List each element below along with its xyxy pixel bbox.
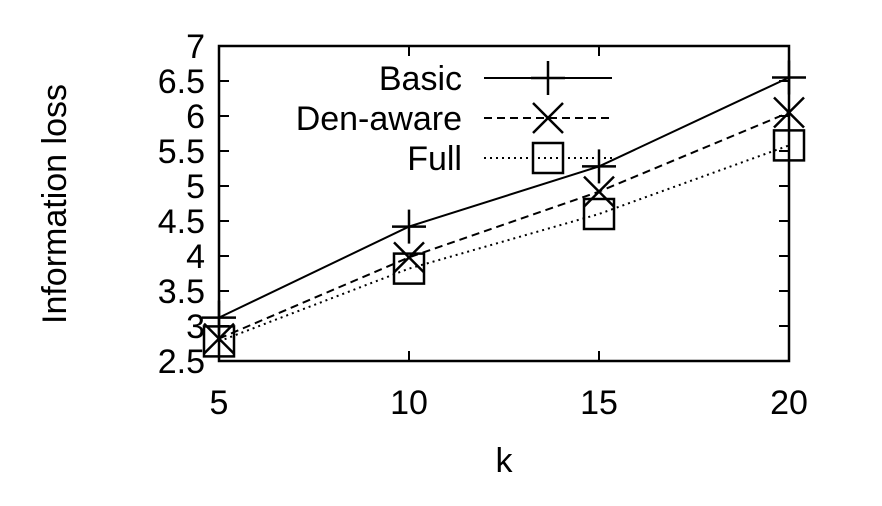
y-tick-label: 6.5 xyxy=(158,63,205,101)
y-tick-label: 4 xyxy=(186,238,205,276)
data-point-den-aware xyxy=(393,241,425,274)
x-marker-b xyxy=(532,102,564,134)
x-marker-b xyxy=(393,241,425,274)
y-tick-label: 2.5 xyxy=(158,343,205,381)
data-point-basic xyxy=(392,209,426,244)
x-marker-b xyxy=(583,175,615,208)
y-tick-label: 7 xyxy=(186,28,205,66)
y-tick-label: 3 xyxy=(186,308,205,346)
plot-frame xyxy=(217,44,791,363)
legend-label-basic: Basic xyxy=(379,60,462,98)
x-tick-label: 15 xyxy=(580,384,618,422)
legend-marker xyxy=(532,102,564,134)
x-tick-label: 10 xyxy=(390,384,428,422)
y-axis-ticks: 2.533.544.555.566.57 xyxy=(158,28,789,381)
y-tick-label: 4.5 xyxy=(158,203,205,241)
legend-label-full: Full xyxy=(407,140,462,178)
x-axis-ticks: 5 10 15 20 xyxy=(210,46,808,422)
x-axis-title: k xyxy=(496,442,514,480)
data-point-full xyxy=(582,197,616,231)
data-point-full xyxy=(392,252,426,285)
y-tick-label: 5 xyxy=(186,168,205,206)
series-line-basic xyxy=(218,76,790,319)
series-line-den-aware xyxy=(218,111,790,340)
data-point-basic xyxy=(582,149,616,184)
legend-label-den-aware: Den-aware xyxy=(296,100,462,138)
x-tick-label: 20 xyxy=(770,384,808,422)
legend-marker xyxy=(531,141,565,175)
y-tick-label: 3.5 xyxy=(158,273,205,311)
series-line-full xyxy=(218,144,790,343)
x-tick-label: 5 xyxy=(210,384,229,422)
y-tick-label: 5.5 xyxy=(158,133,205,171)
data-point-den-aware xyxy=(583,175,615,208)
y-tick-label: 6 xyxy=(186,98,205,136)
series-layer xyxy=(202,60,806,358)
legend-marker xyxy=(531,61,565,95)
y-axis-title: Information loss xyxy=(36,84,74,324)
